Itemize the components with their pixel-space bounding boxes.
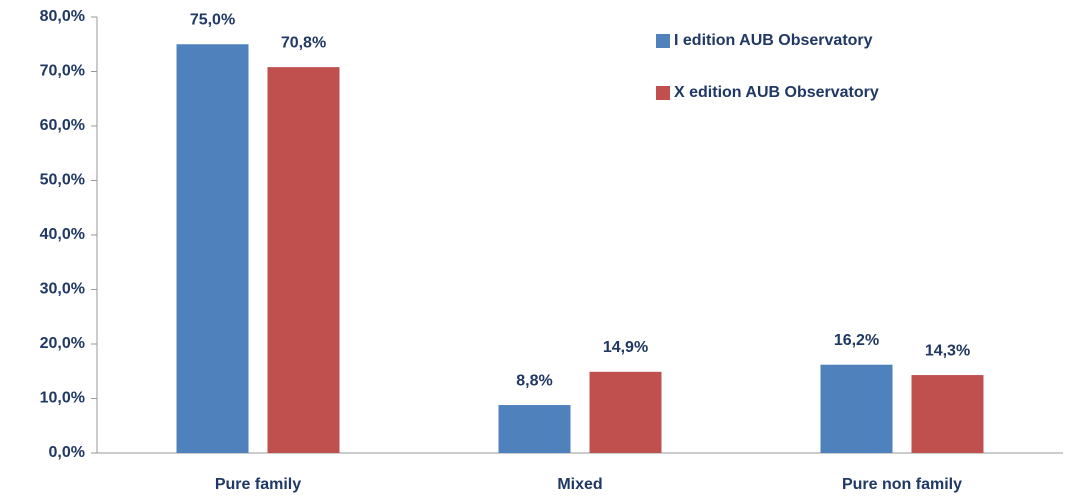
y-tick-label: 20,0% [40,335,85,352]
y-tick-label: 40,0% [40,226,85,243]
value-label: 16,2% [834,332,879,349]
bar [589,371,662,453]
value-label: 75,0% [190,11,235,28]
legend-swatch [656,86,670,100]
y-tick-label: 70,0% [40,63,85,80]
y-tick-label: 30,0% [40,281,85,298]
y-tick-label: 80,0% [40,8,85,25]
x-tick-label: Mixed [557,476,602,493]
y-tick-label: 50,0% [40,172,85,189]
legend-label: I edition AUB Observatory [674,32,873,49]
value-label: 14,3% [925,342,970,359]
x-tick-label: Pure family [215,476,301,493]
bar [176,44,249,453]
bar [498,405,571,453]
bar [820,364,893,453]
legend-swatch [656,34,670,48]
value-label: 70,8% [281,34,326,51]
value-label: 14,9% [603,339,648,356]
value-label: 8,8% [516,372,552,389]
y-tick-label: 10,0% [40,390,85,407]
legend-label: X edition AUB Observatory [674,84,879,101]
y-tick-label: 0,0% [49,444,85,461]
y-tick-label: 60,0% [40,117,85,134]
bar [267,67,340,453]
x-tick-label: Pure non family [842,476,962,493]
bar [911,375,984,453]
